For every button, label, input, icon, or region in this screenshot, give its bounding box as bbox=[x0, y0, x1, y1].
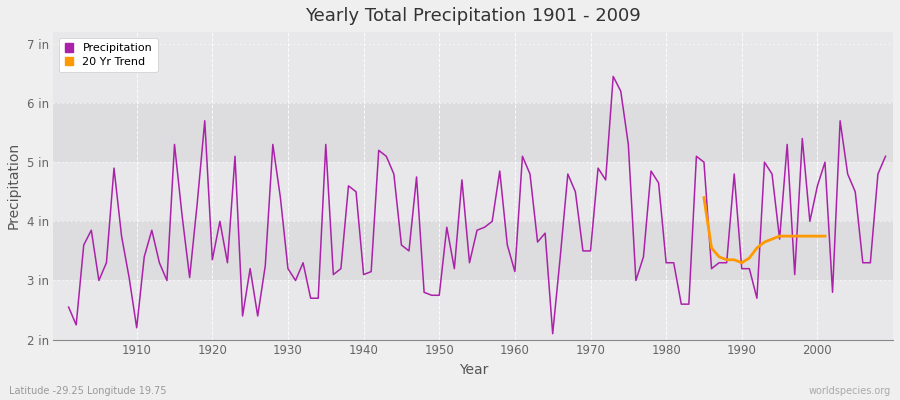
Text: worldspecies.org: worldspecies.org bbox=[809, 386, 891, 396]
Bar bbox=[53, 32, 893, 44]
Bar bbox=[53, 44, 893, 103]
Bar bbox=[53, 103, 893, 162]
Text: Latitude -29.25 Longitude 19.75: Latitude -29.25 Longitude 19.75 bbox=[9, 386, 166, 396]
Title: Yearly Total Precipitation 1901 - 2009: Yearly Total Precipitation 1901 - 2009 bbox=[305, 7, 641, 25]
Legend: Precipitation, 20 Yr Trend: Precipitation, 20 Yr Trend bbox=[59, 38, 158, 72]
X-axis label: Year: Year bbox=[459, 363, 488, 377]
Y-axis label: Precipitation: Precipitation bbox=[7, 142, 21, 230]
Bar bbox=[53, 162, 893, 221]
Bar bbox=[53, 280, 893, 340]
Bar bbox=[53, 221, 893, 280]
